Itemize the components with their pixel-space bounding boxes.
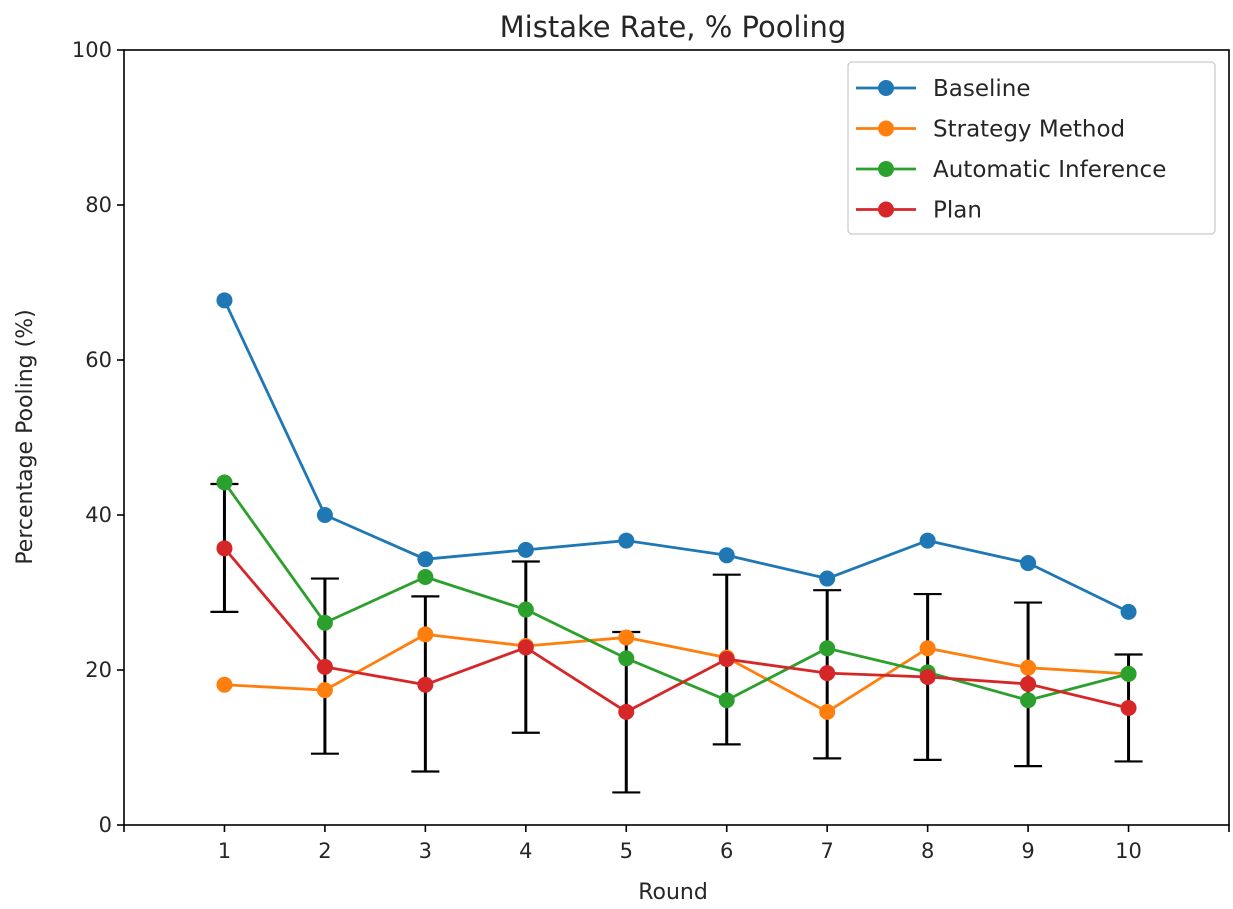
point-strategy-method-9 — [1020, 659, 1037, 676]
x-tick-label-9: 9 — [1021, 839, 1034, 863]
y-axis: 0 20 40 60 80 100 — [72, 38, 124, 837]
y-tick-label-0: 0 — [99, 813, 112, 837]
x-tick-label-6: 6 — [720, 839, 733, 863]
point-strategy-method-8 — [919, 640, 936, 657]
x-tick-label-3: 3 — [419, 839, 432, 863]
point-plan-8 — [919, 668, 936, 685]
x-tick-label-2: 2 — [318, 839, 331, 863]
point-strategy-method-7 — [819, 703, 836, 720]
point-baseline-1 — [216, 292, 233, 309]
legend-marker-strategy-method — [878, 120, 894, 137]
point-automatic-inference-6 — [718, 692, 735, 709]
series-plan — [216, 540, 1137, 720]
series-line-automatic-inference — [223, 481, 1129, 702]
series-line-strategy-method — [224, 632, 1129, 714]
point-strategy-method-5 — [618, 629, 635, 646]
point-plan-6 — [718, 651, 735, 668]
x-tick-label-8: 8 — [921, 839, 934, 863]
y-tick-label-80: 80 — [85, 193, 112, 217]
series-automatic-inference — [216, 474, 1137, 709]
legend-label-automatic-inference: Automatic Inference — [933, 157, 1166, 183]
legend: Baseline Strategy Method Automatic Inferen… — [847, 61, 1216, 235]
legend-label-baseline: Baseline — [933, 76, 1031, 102]
point-plan-2 — [316, 658, 333, 675]
point-plan-9 — [1020, 675, 1037, 692]
point-baseline-10 — [1120, 603, 1137, 620]
point-baseline-8 — [919, 532, 936, 549]
y-tick-label-100: 100 — [72, 38, 112, 62]
legend-label-plan: Plan — [933, 198, 982, 224]
point-automatic-inference-5 — [618, 650, 635, 667]
x-axis: 1 2 3 4 5 6 7 8 9 10 — [123, 825, 1230, 863]
y-tick-label-60: 60 — [85, 348, 112, 372]
series-line-plan — [223, 547, 1129, 714]
point-plan-7 — [819, 665, 836, 682]
point-plan-10 — [1120, 699, 1137, 716]
point-baseline-9 — [1020, 555, 1037, 572]
point-automatic-inference-2 — [316, 614, 333, 631]
point-strategy-method-2 — [316, 682, 333, 699]
legend-label-strategy-method: Strategy Method — [933, 117, 1125, 143]
x-tick-label-5: 5 — [620, 839, 633, 863]
point-automatic-inference-7 — [819, 640, 836, 657]
point-strategy-method-3 — [417, 626, 434, 643]
point-baseline-6 — [718, 547, 735, 564]
chart-title: Mistake Rate, % Pooling — [500, 10, 847, 44]
point-baseline-2 — [316, 507, 333, 523]
series-layer — [216, 292, 1137, 720]
point-baseline-7 — [819, 570, 836, 587]
x-tick-label-1: 1 — [218, 839, 231, 863]
point-plan-5 — [618, 703, 635, 720]
x-axis-label: Round — [638, 880, 708, 905]
point-automatic-inference-9 — [1020, 692, 1037, 709]
point-baseline-3 — [417, 551, 434, 568]
point-strategy-method-1 — [216, 676, 233, 693]
series-baseline — [216, 292, 1137, 620]
point-plan-1 — [216, 540, 233, 557]
legend-marker-baseline — [878, 80, 894, 96]
x-tick-label-7: 7 — [820, 839, 833, 863]
legend-frame — [847, 61, 1216, 235]
point-automatic-inference-3 — [417, 569, 434, 585]
error-bars — [210, 482, 1143, 794]
point-automatic-inference-10 — [1120, 665, 1137, 682]
series-line-baseline — [223, 299, 1130, 614]
point-plan-3 — [417, 676, 434, 693]
x-tick-label-10: 10 — [1115, 839, 1142, 863]
y-tick-label-20: 20 — [85, 658, 112, 682]
point-baseline-4 — [517, 541, 534, 558]
legend-marker-automatic-inference — [878, 161, 894, 177]
y-axis-label: Percentage Pooling (%) — [13, 309, 38, 564]
point-baseline-5 — [618, 532, 635, 549]
legend-marker-plan — [878, 201, 894, 218]
point-automatic-inference-4 — [517, 601, 534, 618]
point-automatic-inference-1 — [216, 474, 233, 491]
y-tick-label-40: 40 — [85, 503, 112, 527]
x-tick-label-4: 4 — [519, 839, 532, 863]
plot-area-frame — [123, 49, 1230, 826]
point-plan-4 — [517, 639, 534, 656]
